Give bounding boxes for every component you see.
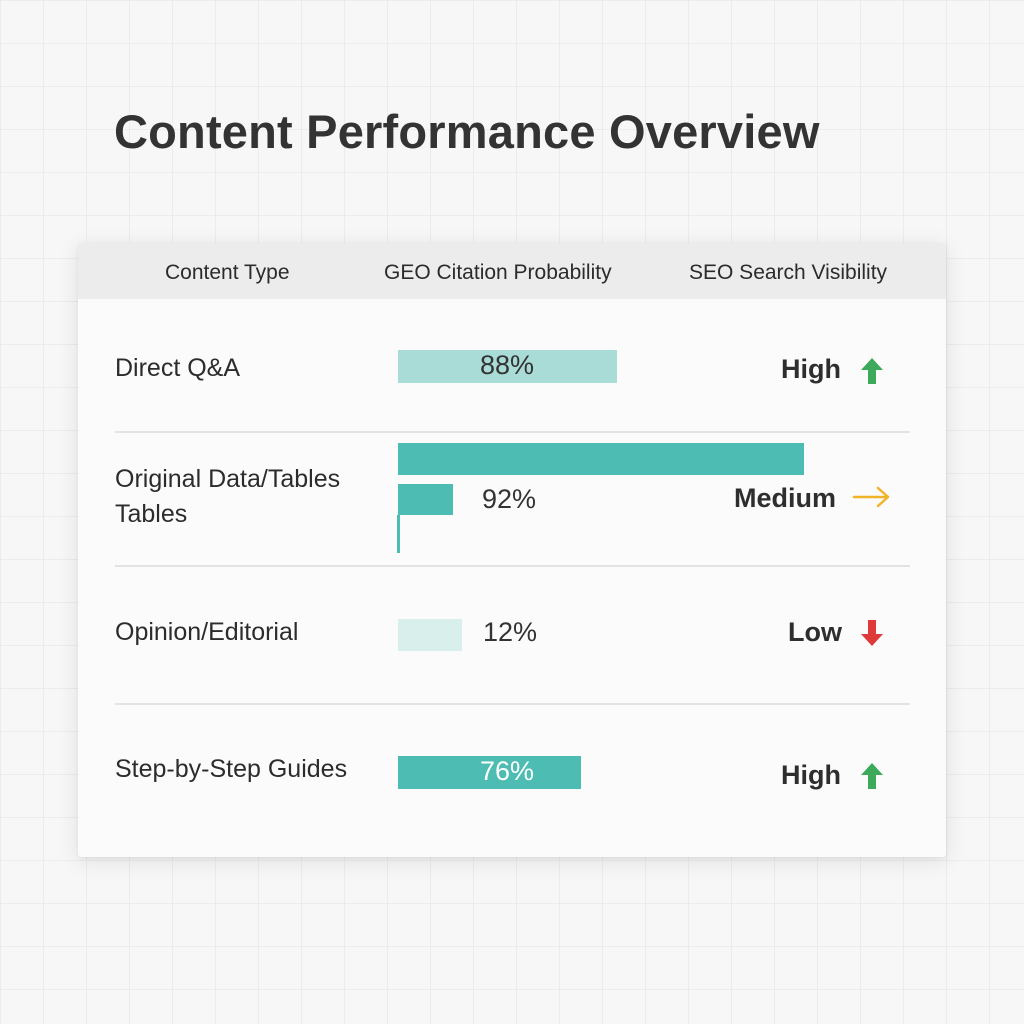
table-header: Content Type GEO Citation Probability SE… — [78, 243, 946, 299]
page-title: Content Performance Overview — [114, 105, 820, 158]
seo-visibility-value: High — [781, 760, 841, 790]
performance-table: Content Type GEO Citation Probability SE… — [78, 243, 946, 857]
row-divider — [115, 703, 910, 705]
geo-citation-value: 92% — [482, 484, 537, 514]
row-content-type: Opinion/Editorial — [115, 618, 299, 646]
arrow-right-icon — [852, 486, 890, 508]
seo-visibility-value: Low — [788, 617, 842, 647]
row-divider — [115, 431, 910, 433]
geo-citation-bar — [398, 756, 581, 789]
geo-citation-value: 76% — [480, 756, 535, 786]
geo-citation-bar-segment — [398, 484, 453, 515]
arrow-down-icon — [861, 620, 883, 646]
geo-citation-value: 12% — [483, 617, 538, 647]
geo-citation-bar — [398, 619, 462, 651]
arrow-up-icon — [861, 763, 883, 789]
row-content-type: Step-by-Step Guides — [115, 755, 348, 783]
seo-visibility-value: High — [781, 354, 841, 384]
column-header-geo-citation: GEO Citation Probability — [384, 261, 612, 284]
geo-citation-bar-stem — [397, 515, 400, 553]
arrow-up-icon — [861, 358, 883, 384]
geo-citation-bar — [398, 443, 804, 475]
row-content-type-continuation: Tables — [115, 500, 188, 528]
column-header-seo-visibility: SEO Search Visibility — [689, 261, 888, 284]
row-divider — [115, 565, 910, 567]
geo-citation-bar — [398, 350, 617, 383]
seo-visibility-value: Medium — [734, 483, 837, 513]
geo-citation-value: 88% — [480, 350, 535, 380]
row-content-type: Original Data/Tables — [115, 465, 341, 493]
row-content-type: Direct Q&A — [115, 354, 241, 382]
column-header-content-type: Content Type — [165, 261, 290, 284]
